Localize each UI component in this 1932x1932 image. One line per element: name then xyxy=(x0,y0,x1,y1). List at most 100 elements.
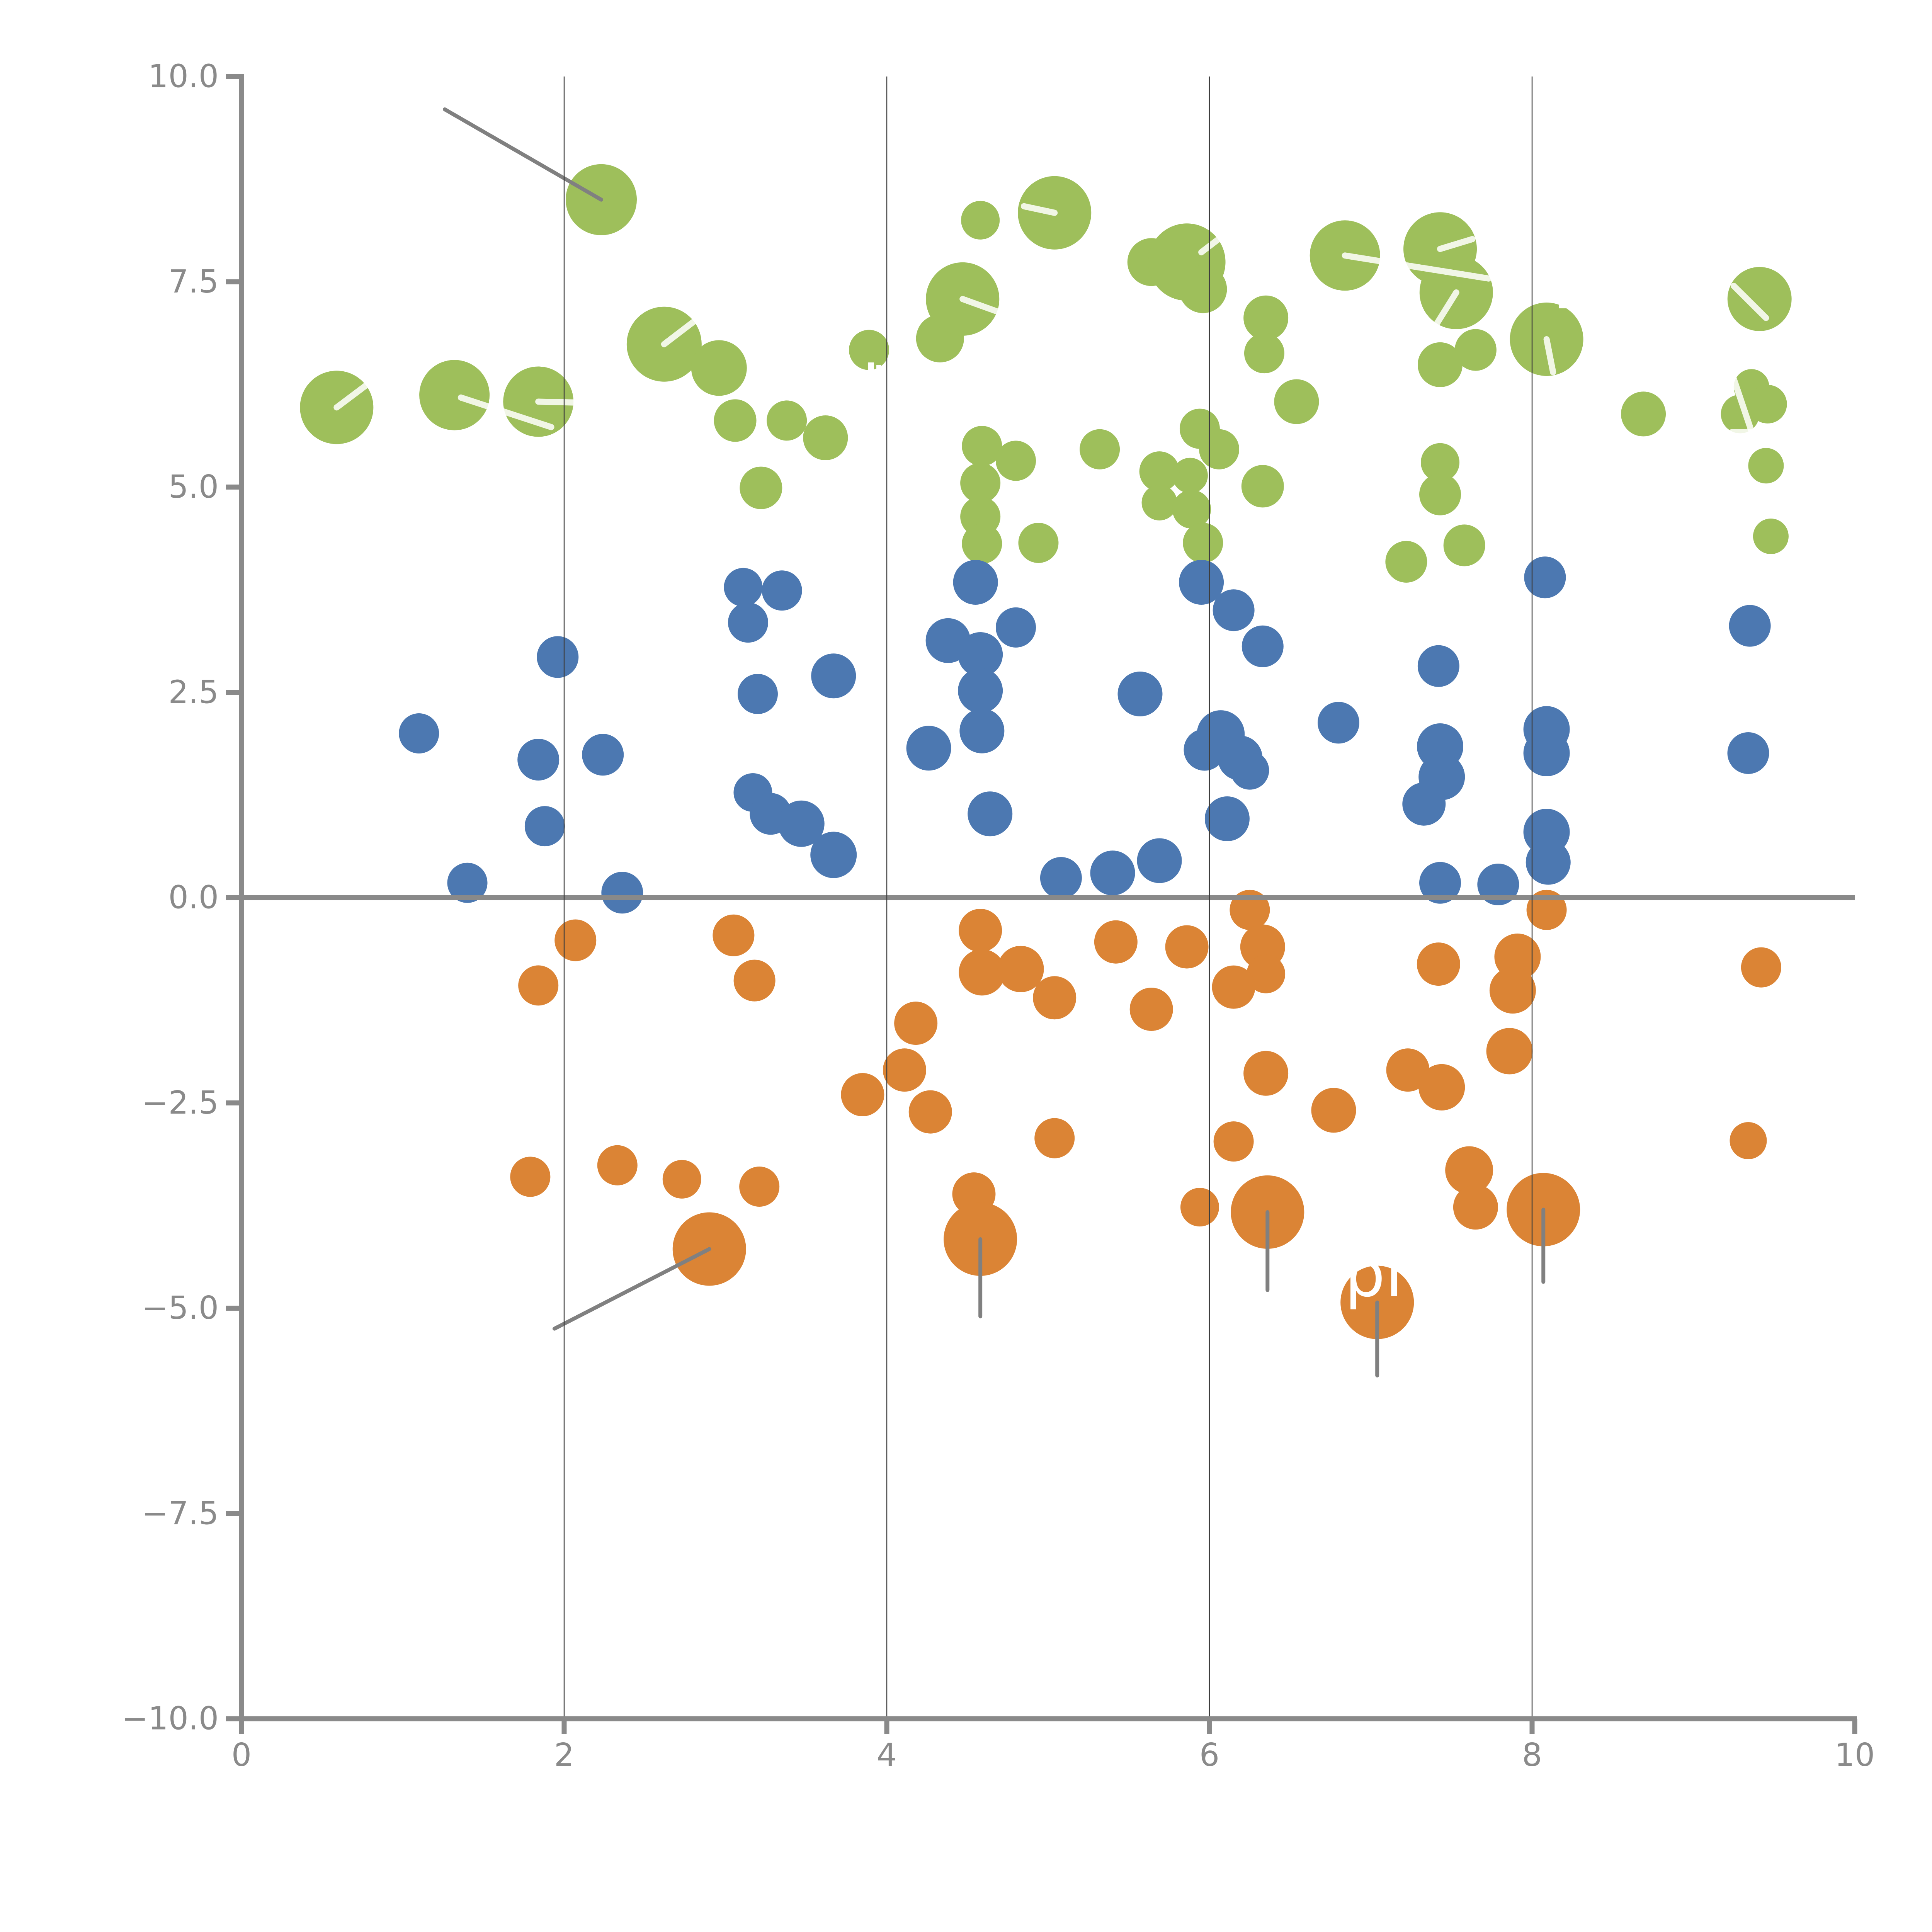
scatter-point-orange xyxy=(959,909,1002,952)
scatter-point-orange xyxy=(894,1002,938,1045)
scatter-point-green xyxy=(1443,524,1485,566)
scatter-point-blue xyxy=(1204,796,1250,841)
scatter-point-blue xyxy=(728,602,768,643)
scatter-point-green xyxy=(1139,451,1180,492)
y-tick-label: 10.0 xyxy=(148,58,219,95)
scatter-point-orange xyxy=(1386,1048,1430,1092)
scatter-point-blue xyxy=(959,708,1005,753)
scatter-point-blue xyxy=(1137,838,1182,883)
scatter-point-green xyxy=(1141,485,1177,520)
scatter-point-green xyxy=(1418,342,1463,387)
scatter-point-green xyxy=(1244,333,1284,374)
scatter-point-blue xyxy=(1318,702,1359,744)
scatter-point-green xyxy=(1385,541,1427,583)
scatter-point-orange xyxy=(841,1073,884,1116)
scatter-point-orange xyxy=(1180,1188,1219,1227)
scatter-point-orange xyxy=(1094,920,1138,964)
scatter-point-blue xyxy=(1090,850,1135,896)
scatter-point-orange xyxy=(1243,1051,1289,1096)
scatter-point-green xyxy=(962,426,1002,466)
scatter-point-blue xyxy=(399,713,439,753)
scatter-point-orange xyxy=(1034,1118,1075,1158)
y-tick-label: −5.0 xyxy=(142,1290,219,1327)
y-tick-label: −7.5 xyxy=(142,1495,219,1532)
scatter-point-orange xyxy=(554,919,597,961)
annotation-mark-white xyxy=(876,365,881,372)
scatter-point-blue xyxy=(1419,862,1461,904)
annotation-leader-white xyxy=(333,379,374,411)
scatter-point-green xyxy=(740,466,782,509)
scatter-point-green xyxy=(1419,473,1461,515)
annotation-mark-white xyxy=(1559,304,1572,308)
scatter-point-blue xyxy=(1523,730,1570,776)
annotation-leader-white xyxy=(457,394,554,430)
scatter-point-orange xyxy=(1741,947,1781,988)
annotation-leader-gray xyxy=(552,1247,711,1331)
scatter-point-green xyxy=(1018,523,1059,563)
scatter-point-green xyxy=(803,415,848,460)
scatter-point-blue xyxy=(1402,782,1446,826)
annotation-mark-white xyxy=(868,362,874,372)
scatter-point-green xyxy=(714,399,757,442)
scatter-point-orange xyxy=(1213,1121,1254,1162)
scatter-point-orange xyxy=(959,949,1005,996)
scatter-point-blue xyxy=(1117,672,1163,716)
scatter-point-green xyxy=(1179,265,1227,313)
scatter-point-blue xyxy=(537,636,579,678)
y-tick-label: −10.0 xyxy=(122,1701,219,1737)
scatter-point-green xyxy=(960,463,1001,503)
annotation-leader-white xyxy=(1432,289,1459,329)
scatter-point-blue xyxy=(1526,840,1571,885)
annotation-leader-gray xyxy=(443,107,604,202)
scatter-point-orange xyxy=(1129,988,1173,1031)
y-tick-label: 7.5 xyxy=(168,264,219,300)
y-tick-label: −2.5 xyxy=(142,1085,219,1121)
scatter-point-blue xyxy=(1477,864,1519,905)
scatter-point-green xyxy=(962,524,1002,564)
scatter-point-orange xyxy=(1212,965,1255,1009)
scatter-point-blue xyxy=(1040,857,1082,899)
scatter-point-orange xyxy=(1445,1146,1493,1194)
scatter-point-orange xyxy=(518,965,559,1006)
scatter-point-orange xyxy=(662,1160,701,1199)
x-tick-label: 4 xyxy=(877,1737,897,1774)
scatter-point-blue xyxy=(958,668,1003,713)
scatter-point-orange xyxy=(1033,976,1077,1020)
scatter-point-green xyxy=(849,330,889,370)
scatter-point-orange xyxy=(883,1048,926,1092)
scatter-point-green xyxy=(1274,379,1319,424)
scatter-point-orange xyxy=(1453,1185,1498,1230)
scatter-point-green xyxy=(1753,519,1789,554)
scatter-point-green xyxy=(1172,490,1211,529)
scatter-point-blue xyxy=(810,832,857,878)
annotation-leader-white xyxy=(1437,236,1476,252)
scatter-point-orange xyxy=(1247,954,1286,993)
scatter-point-green xyxy=(1421,443,1460,482)
scatter-point-orange xyxy=(739,1167,780,1207)
y-tick-label: 5.0 xyxy=(168,469,219,505)
scatter-point-blue xyxy=(762,570,802,611)
y-tick-label: 0.0 xyxy=(168,879,219,916)
scatter-point-green xyxy=(1243,295,1289,340)
scatter-point-orange xyxy=(713,914,755,956)
x-tick-label: 0 xyxy=(231,1737,252,1774)
scatter-point-orange xyxy=(1489,967,1536,1014)
scatter-point-green xyxy=(1621,391,1666,437)
annotation-leader-white xyxy=(535,398,577,406)
annotation-leader-white xyxy=(1730,282,1769,321)
y-tick-label: 2.5 xyxy=(168,674,219,711)
scatter-point-blue xyxy=(1729,605,1771,647)
scatter-point-orange xyxy=(1417,942,1460,986)
scatter-point-green xyxy=(1183,523,1223,563)
scatter-point-green xyxy=(1727,267,1792,331)
scatter-point-blue xyxy=(738,674,778,714)
x-tick-label: 8 xyxy=(1522,1737,1542,1774)
scatter-point-blue xyxy=(811,653,856,699)
scatter-point-blue xyxy=(447,862,488,903)
scatter-point-green xyxy=(767,400,807,441)
scatter-point-orange xyxy=(1418,1064,1465,1111)
scatter-point-blue xyxy=(517,739,560,781)
scatter-point-blue xyxy=(601,872,643,914)
scatter-point-green xyxy=(1199,429,1240,469)
